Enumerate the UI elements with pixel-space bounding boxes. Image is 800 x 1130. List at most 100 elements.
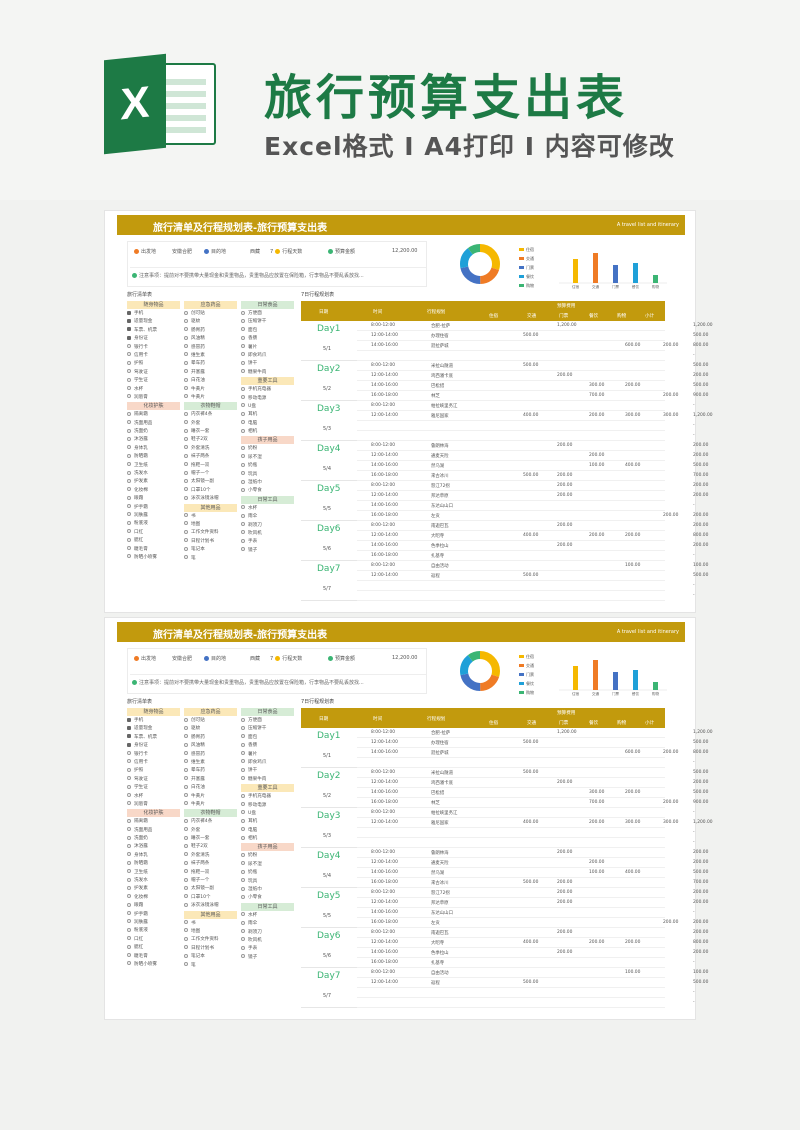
checkbox-icon[interactable] [184, 529, 188, 534]
checkbox-icon[interactable] [241, 479, 245, 484]
table-row[interactable]: 14:00-16:00 然乌湖 100.00 400.00 500.00 [357, 461, 708, 471]
table-cell[interactable]: 米拉山隧道 [431, 771, 453, 776]
table-cell[interactable]: 200.00 [557, 890, 573, 895]
checklist-item[interactable]: 太阳镜一副 [184, 478, 237, 486]
table-cell[interactable]: 14:00-16:00 [371, 383, 398, 388]
checklist-item[interactable]: 笔 [184, 555, 237, 563]
checkbox-icon[interactable] [241, 538, 245, 543]
checklist-item[interactable]: 手表 [241, 538, 294, 546]
checkbox-icon[interactable] [241, 869, 245, 874]
checklist-item[interactable]: 粉底液 [127, 927, 180, 935]
checkbox-icon[interactable] [184, 751, 188, 756]
checklist-item[interactable]: 晕车药 [184, 767, 237, 775]
table-cell[interactable]: 14:00-16:00 [371, 343, 398, 348]
table-cell[interactable]: 200.00 [625, 533, 641, 538]
table-row[interactable]: 14:00-16:00 然乌湖 100.00 400.00 500.00 [357, 868, 708, 878]
checkbox-icon[interactable] [127, 344, 131, 349]
table-cell[interactable]: 12:00-14:00 [371, 533, 398, 538]
checklist-item[interactable]: 沐浴露 [127, 436, 180, 444]
table-cell[interactable]: 400.00 [523, 533, 539, 538]
table-cell[interactable]: 200.00 [557, 473, 573, 478]
checkbox-icon[interactable] [241, 335, 245, 340]
table-row[interactable]: - [357, 431, 695, 441]
checklist-item[interactable]: 润肤露 [127, 919, 180, 927]
checklist-item[interactable]: 外套 [184, 420, 237, 428]
checklist-item[interactable]: 信用卡 [127, 759, 180, 767]
table-cell[interactable]: 200.00 [663, 393, 679, 398]
checkbox-icon[interactable] [241, 894, 245, 899]
table-row[interactable]: 12:00-14:00 鸡西潘卡底 200.00 200.00 [357, 371, 708, 381]
table-cell[interactable]: 大昭寺 [431, 941, 445, 946]
table-cell[interactable]: 100.00 [589, 870, 605, 875]
table-cell[interactable]: 1,200.00 [693, 323, 713, 328]
checklist-item[interactable]: 压缩饼干 [241, 725, 294, 733]
dest-value[interactable]: 西藏 [250, 656, 261, 662]
depart-value[interactable]: 安徽合肥 [172, 656, 193, 662]
checklist-item[interactable]: 沐浴露 [127, 843, 180, 851]
checklist-item[interactable]: 感冒药 [184, 344, 237, 352]
checklist-item[interactable]: 手表 [241, 945, 294, 953]
table-cell[interactable]: 200.00 [557, 780, 573, 785]
table-cell[interactable]: 200.00 [693, 780, 709, 785]
table-cell[interactable]: 600.00 [625, 750, 641, 755]
checklist-item[interactable]: 尿不湿 [241, 861, 294, 869]
table-row[interactable]: - [357, 828, 695, 838]
table-row[interactable]: 12:00-14:00 通麦天险 200.00 200.00 [357, 858, 708, 868]
table-cell[interactable]: 200.00 [693, 860, 709, 865]
table-cell[interactable]: 米拉山隧道 [431, 364, 453, 369]
checkbox-icon[interactable] [127, 843, 131, 848]
checkbox-icon[interactable] [241, 310, 245, 315]
checkbox-icon[interactable] [241, 802, 245, 807]
checkbox-icon[interactable] [127, 793, 131, 798]
table-cell[interactable]: 12:00-14:00 [371, 900, 398, 905]
checklist-item[interactable]: 适量现金 [127, 725, 180, 733]
table-row[interactable]: 12:00-14:00 大昭寺 400.00 200.00 200.00 800.00 [357, 938, 708, 948]
table-cell[interactable]: 400.00 [625, 463, 641, 468]
table-cell[interactable]: 500.00 [523, 740, 539, 745]
table-row[interactable]: 14:00-16:00 巴松措 300.00 200.00 500.00 [357, 788, 708, 798]
checkbox-checked-icon[interactable] [127, 734, 131, 739]
checklist-item[interactable]: 水杯 [127, 793, 180, 801]
table-cell[interactable]: 8:00-12:00 [371, 363, 396, 368]
dest-value[interactable]: 西藏 [250, 249, 261, 255]
table-cell[interactable]: 500.00 [693, 573, 709, 578]
checkbox-icon[interactable] [241, 818, 245, 823]
table-cell[interactable]: 300.00 [663, 413, 679, 418]
table-cell[interactable]: 鸡西潘卡底 [431, 374, 453, 379]
table-cell[interactable]: 100.00 [625, 563, 641, 568]
table-cell[interactable]: 300.00 [589, 383, 605, 388]
checklist-item[interactable]: 学生证 [127, 377, 180, 385]
checklist-item[interactable]: 外套清洗 [184, 852, 237, 860]
checklist-item[interactable]: 维生素 [184, 352, 237, 360]
checklist-item[interactable]: 口红 [127, 936, 180, 944]
checkbox-icon[interactable] [184, 453, 188, 458]
table-cell[interactable]: 200.00 [693, 443, 709, 448]
table-cell[interactable]: 200.00 [625, 790, 641, 795]
checkbox-icon[interactable] [127, 894, 131, 899]
table-cell[interactable]: 200.00 [693, 890, 709, 895]
checkbox-icon[interactable] [184, 546, 188, 551]
checklist-item[interactable]: 内衣裤4条 [184, 818, 237, 826]
checklist-item[interactable]: 镜子 [241, 547, 294, 555]
checkbox-icon[interactable] [184, 734, 188, 739]
checkbox-icon[interactable] [184, 555, 188, 560]
budget-value[interactable]: 12,200.00 [392, 248, 418, 254]
checkbox-icon[interactable] [241, 505, 245, 510]
table-cell[interactable]: 500.00 [693, 383, 709, 388]
table-cell[interactable]: 12:00-14:00 [371, 493, 398, 498]
table-cell[interactable]: 800.00 [693, 750, 709, 755]
checkbox-checked-icon[interactable] [127, 310, 131, 315]
checkbox-icon[interactable] [241, 937, 245, 942]
checklist-item[interactable]: 鞋子2双 [184, 843, 237, 851]
table-cell[interactable]: 200.00 [557, 543, 573, 548]
checklist-item[interactable]: 感冒药 [184, 751, 237, 759]
checklist-item[interactable]: 玩具 [241, 471, 294, 479]
checklist-item[interactable]: 腮红 [127, 537, 180, 545]
table-cell[interactable]: 南迦巴瓦 [431, 931, 449, 936]
checklist-item[interactable]: 车票、机票 [127, 734, 180, 742]
checkbox-icon[interactable] [127, 751, 131, 756]
table-row[interactable]: 8:00-12:00 怒江72拐 200.00 200.00 [357, 481, 708, 491]
checkbox-icon[interactable] [127, 529, 131, 534]
checkbox-icon[interactable] [127, 546, 131, 551]
table-row[interactable]: 8:00-12:00 南迦巴瓦 200.00 200.00 [357, 521, 708, 531]
